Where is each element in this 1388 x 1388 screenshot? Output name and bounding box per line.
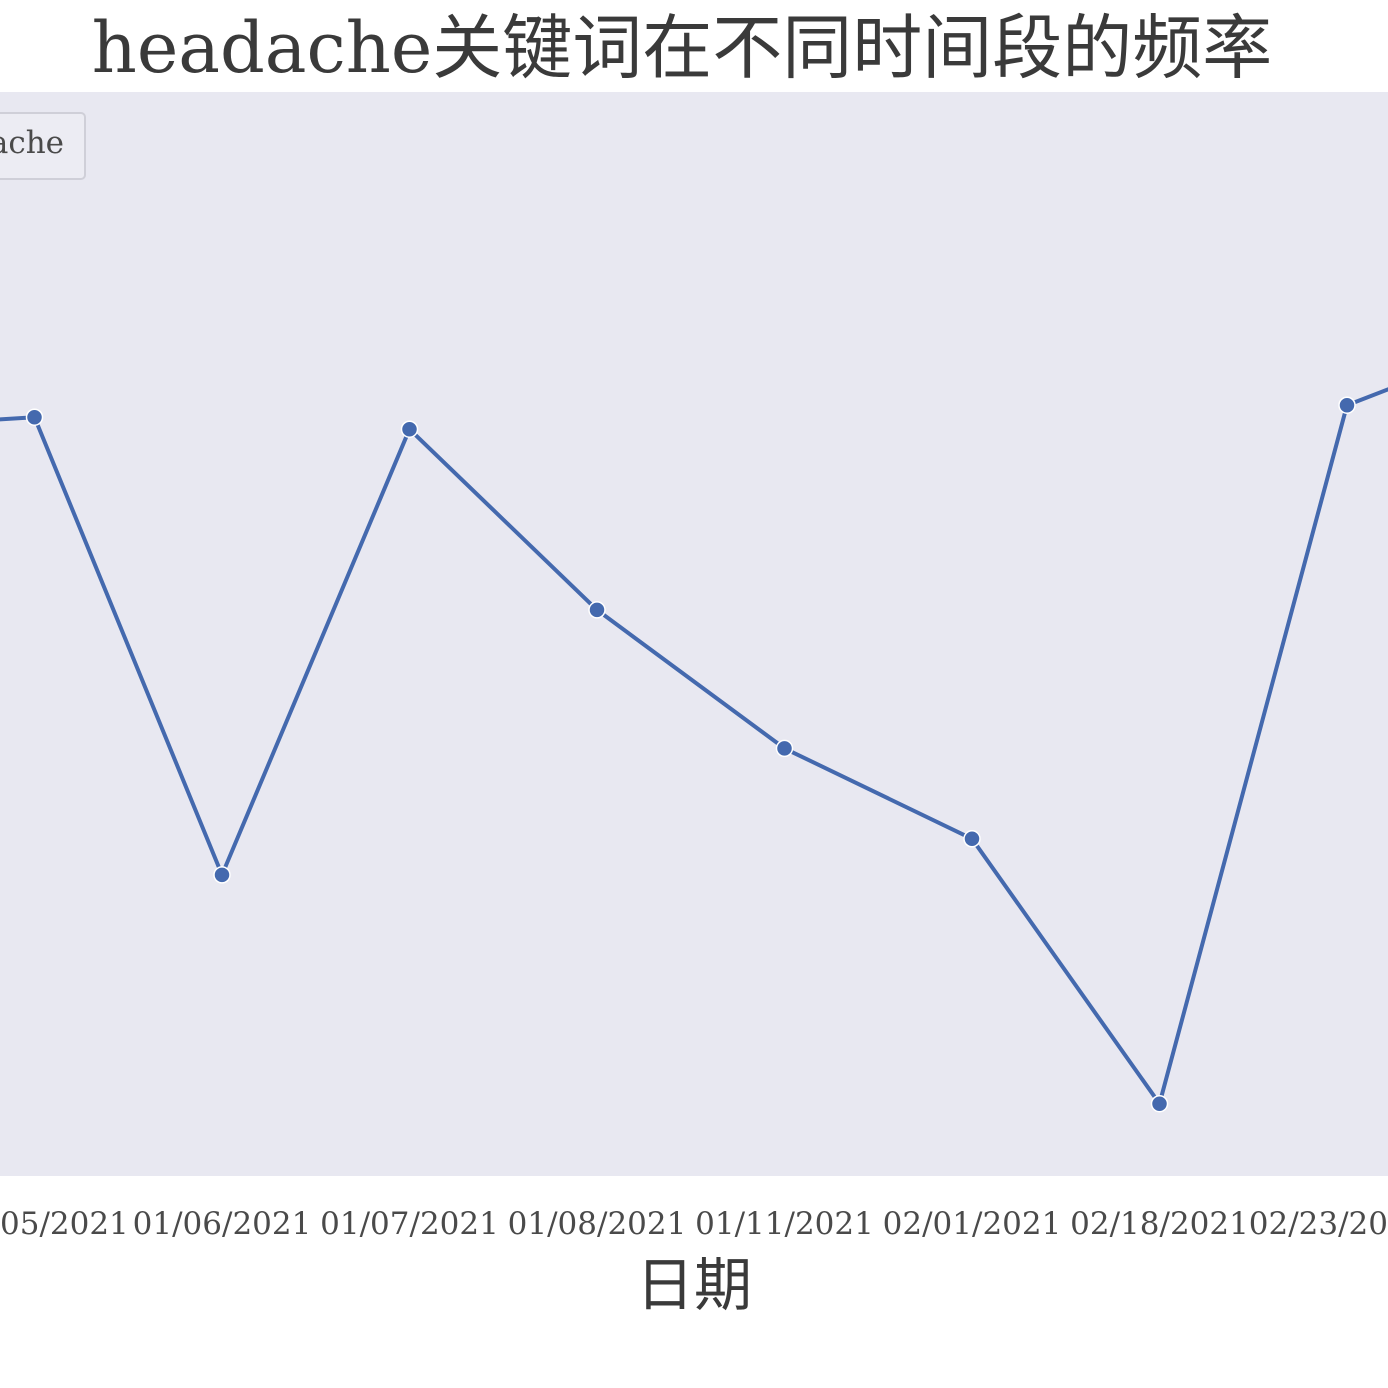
data-point bbox=[1150, 1094, 1169, 1113]
x-tick-label: 01/07/2021 bbox=[320, 1206, 499, 1242]
x-tick-labels: 05/2021 01/06/2021 01/07/2021 01/08/2021 01/… bbox=[0, 1206, 1388, 1242]
data-point bbox=[213, 866, 231, 884]
x-tick-label: 02/18/2021 bbox=[1070, 1206, 1249, 1242]
series-line bbox=[0, 387, 1388, 1106]
series-layer bbox=[0, 387, 1388, 1113]
legend: ache bbox=[0, 112, 86, 180]
x-axis-label: 日期 bbox=[636, 1251, 752, 1319]
data-point bbox=[963, 830, 981, 848]
plot-area bbox=[0, 92, 1388, 1176]
legend-label: ache bbox=[0, 125, 64, 161]
data-point bbox=[400, 420, 419, 438]
data-point bbox=[25, 408, 44, 426]
x-tick-label: 05/2021 bbox=[0, 1206, 129, 1242]
chart-title: headache关键词在不同时间段的频率 bbox=[92, 7, 1273, 89]
x-tick-label: 01/08/2021 bbox=[508, 1206, 687, 1242]
data-point bbox=[588, 601, 606, 619]
x-tick-label: 02/01/2021 bbox=[883, 1206, 1062, 1242]
x-tick-label: 01/06/2021 bbox=[133, 1206, 312, 1242]
data-point bbox=[1338, 396, 1356, 414]
x-tick-label: 01/11/2021 bbox=[695, 1206, 874, 1242]
x-tick-label: 02/23/20 bbox=[1249, 1206, 1388, 1242]
legend-box bbox=[0, 112, 86, 180]
data-point bbox=[775, 739, 794, 758]
